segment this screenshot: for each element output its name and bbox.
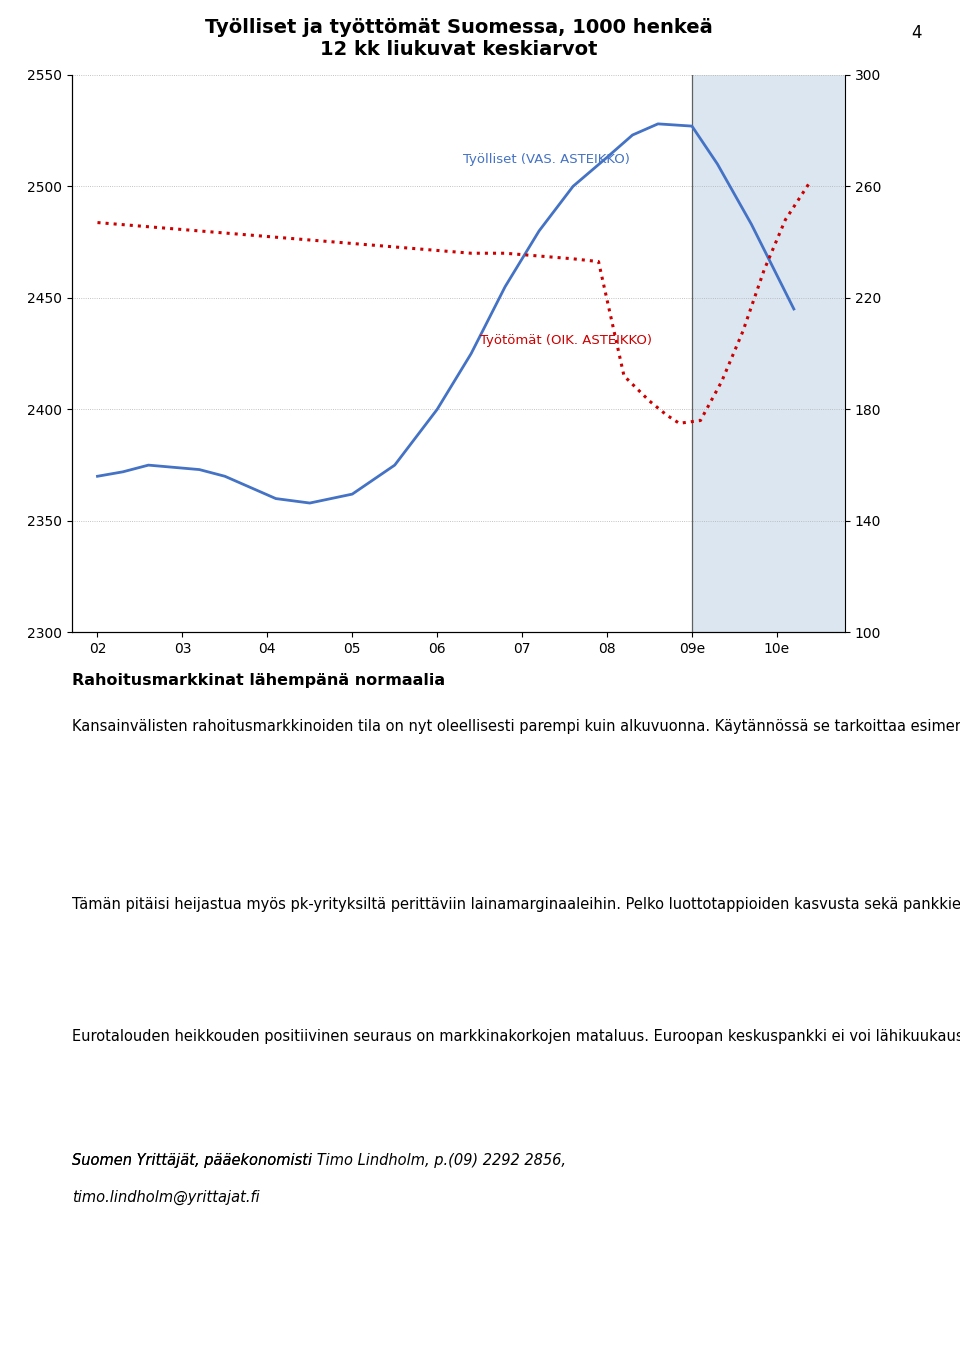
Text: Tämän pitäisi heijastua myös pk-yrityksiltä perittäviin lainamarginaaleihin. Pel: Tämän pitäisi heijastua myös pk-yrityksi… (72, 898, 960, 913)
Text: Kansainvälisten rahoitusmarkkinoiden tila on nyt oleellisesti parempi kuin alkuv: Kansainvälisten rahoitusmarkkinoiden til… (72, 719, 960, 734)
Text: Rahoitusmarkkinat lähempänä normaalia: Rahoitusmarkkinat lähempänä normaalia (72, 673, 445, 688)
Text: timo.lindholm@yrittajat.fi: timo.lindholm@yrittajat.fi (72, 1190, 260, 1205)
Title: Työlliset ja työttömät Suomessa, 1000 henkeä
12 kk liukuvat keskiarvot: Työlliset ja työttömät Suomessa, 1000 he… (204, 18, 712, 60)
Text: Työtömät (OIK. ASTEIKKO): Työtömät (OIK. ASTEIKKO) (480, 335, 652, 347)
Text: Työlliset (VAS. ASTEIKKO): Työlliset (VAS. ASTEIKKO) (463, 154, 630, 166)
Text: 4: 4 (911, 24, 922, 42)
Text: Suomen Yrittäjät, pääekonomisti: Suomen Yrittäjät, pääekonomisti (72, 1153, 317, 1168)
Text: Suomen Yrittäjät, pääekonomisti Timo Lindholm, p.(09) 2292 2856,: Suomen Yrittäjät, pääekonomisti Timo Lin… (72, 1153, 566, 1168)
Bar (692, 75, 845, 632)
Text: Eurotalouden heikkouden positiivinen seuraus on markkinakorkojen mataluus. Euroo: Eurotalouden heikkouden positiivinen seu… (72, 1028, 960, 1043)
